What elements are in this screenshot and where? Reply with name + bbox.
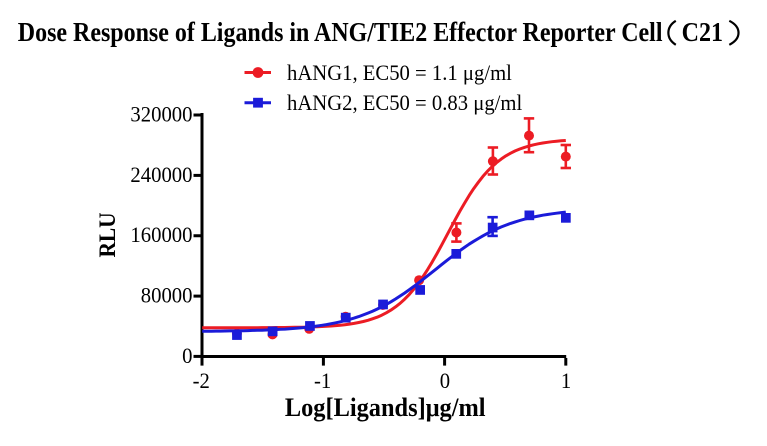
svg-text:-1: -1 [314, 368, 331, 393]
svg-text:0: 0 [440, 368, 450, 393]
svg-text:C21: C21 [682, 17, 723, 48]
svg-text:hANG1, EC50 = 1.1 μg/ml: hANG1, EC50 = 1.1 μg/ml [287, 60, 512, 85]
svg-text:320000: 320000 [130, 102, 192, 127]
svg-text:Log[Ligands]μg/ml: Log[Ligands]μg/ml [285, 392, 486, 422]
svg-text:80000: 80000 [141, 283, 193, 308]
svg-text:160000: 160000 [130, 222, 192, 247]
svg-text:Dose Response of Ligands in AN: Dose Response of Ligands in ANG/TIE2 Eff… [18, 16, 663, 47]
svg-text:240000: 240000 [130, 162, 192, 187]
svg-text:0: 0 [182, 343, 192, 368]
svg-text:1: 1 [561, 368, 571, 393]
svg-text:-2: -2 [193, 368, 210, 393]
svg-text:RLU: RLU [94, 212, 120, 257]
svg-text:hANG2, EC50 = 0.83 μg/ml: hANG2, EC50 = 0.83 μg/ml [287, 90, 522, 115]
